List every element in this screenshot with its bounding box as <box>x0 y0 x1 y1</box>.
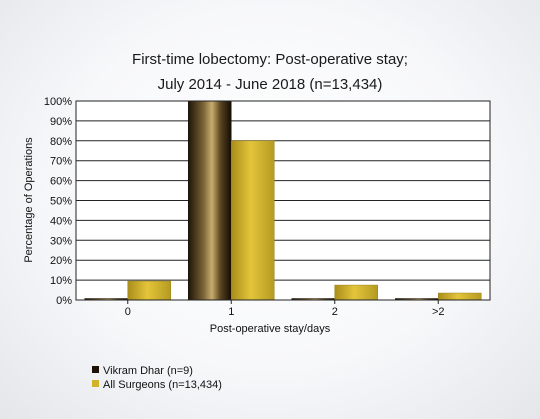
y-tick-label: 90% <box>50 116 72 128</box>
chart-subtitle: July 2014 - June 2018 (n=13,434) <box>157 76 383 93</box>
y-tick-label: 100% <box>44 96 72 108</box>
y-tick-label: 0% <box>56 295 72 307</box>
legend-item-all-surgeons: All Surgeons (n=13,434) <box>92 379 222 391</box>
bar-all-surgeons <box>438 292 482 301</box>
bars <box>84 100 482 301</box>
y-tick-label: 80% <box>50 136 72 148</box>
x-tick-label: >2 <box>432 306 445 318</box>
plot-frame <box>75 100 491 301</box>
axes: 0% 10% 20% 30% 40% 50% 60% 70% 80% 90% 100% 0 1 2 >2 <box>44 96 491 318</box>
bar-all-surgeons <box>127 280 171 301</box>
y-tick-label: 30% <box>50 235 72 247</box>
bar-all-surgeons <box>334 284 378 301</box>
x-tick-label: 0 <box>125 306 131 318</box>
bar-vikram-dhar <box>188 100 232 301</box>
x-axis-label: Post-operative stay/days <box>210 323 331 335</box>
y-tick-label: 20% <box>50 255 72 267</box>
y-tick-label: 10% <box>50 275 72 287</box>
legend-item-vikram-dhar: Vikram Dhar (n=9) <box>92 365 193 377</box>
y-tick-label: 50% <box>50 196 72 208</box>
legend-swatch-gold <box>92 380 99 387</box>
y-tick-label: 40% <box>50 215 72 227</box>
y-tick-label: 70% <box>50 156 72 168</box>
grid <box>76 100 490 301</box>
y-axis-label: Percentage of Operations <box>23 137 35 263</box>
chart-title: First-time lobectomy: Post-operative sta… <box>132 51 408 68</box>
x-tick-label: 2 <box>332 306 338 318</box>
legend-label: All Surgeons (n=13,434) <box>103 379 222 391</box>
y-tick-label: 60% <box>50 176 72 188</box>
legend-swatch-dark <box>92 366 99 373</box>
x-tick-label: 1 <box>228 306 234 318</box>
legend-label: Vikram Dhar (n=9) <box>103 365 193 377</box>
bar-all-surgeons <box>231 140 275 301</box>
